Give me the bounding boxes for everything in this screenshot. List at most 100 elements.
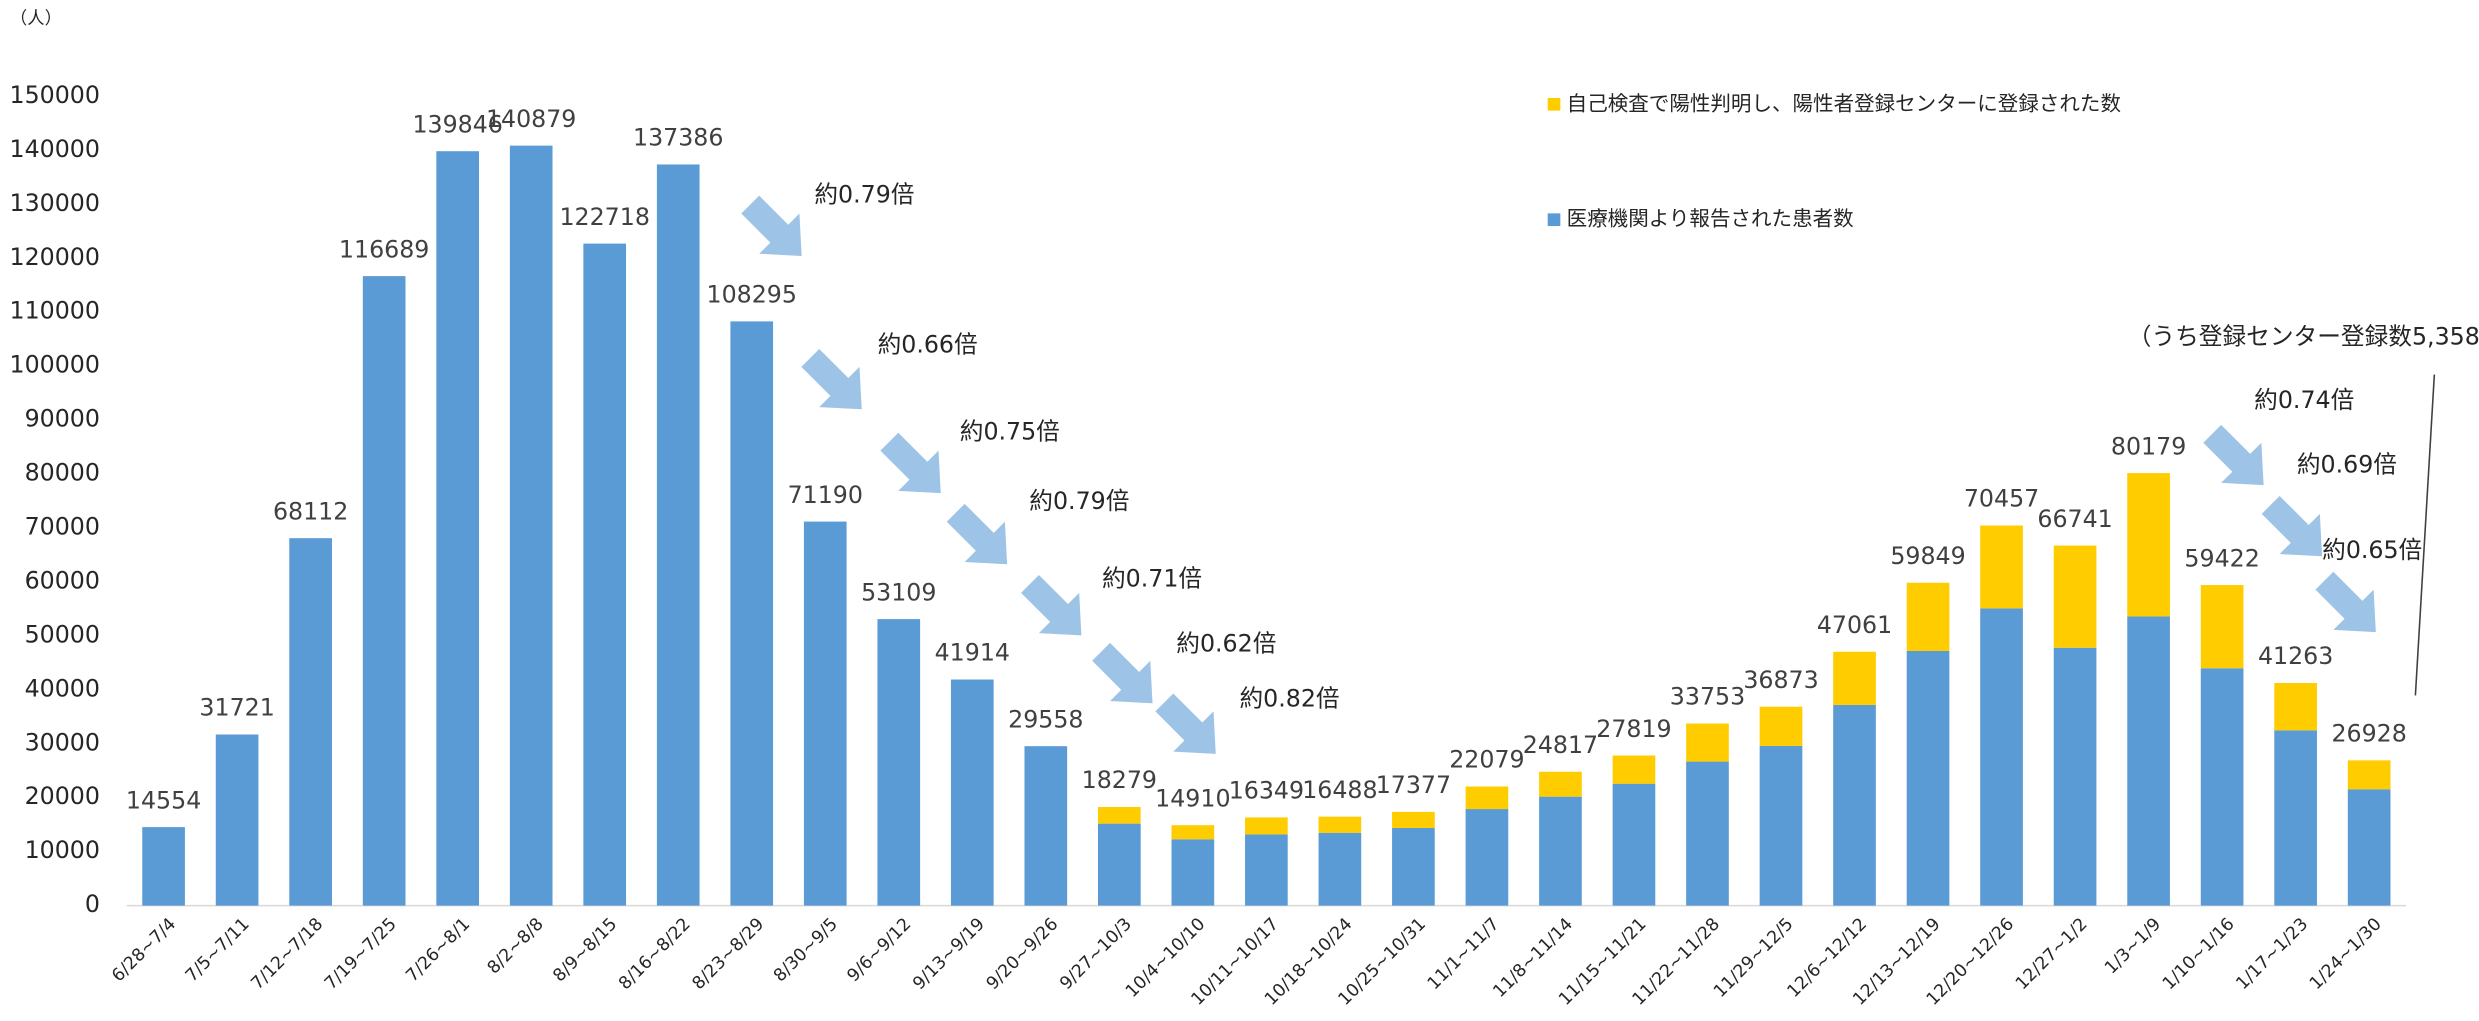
total-label: 71190 [788,481,863,509]
x-tick-label: 1/17~1/23 [2233,914,2313,994]
total-label: 139846 [412,110,502,138]
bar-segment [1906,650,1950,906]
y-tick-label: 120000 [10,243,100,271]
bar-segment [1980,608,2023,906]
y-tick-label: 50000 [25,620,100,648]
total-label: 14554 [126,786,201,814]
arrow [1021,574,1082,636]
bar-segment [877,619,921,906]
bar-segment [1024,746,1068,906]
bar-segment [142,827,185,906]
bar-segment [1612,755,1656,784]
bar-segment [1245,834,1288,906]
bar-segment [2127,473,2170,617]
bar-segment [1833,651,1876,705]
annotation: 約0.62倍 [1176,629,1276,657]
total-label: 137386 [633,124,723,152]
total-label: 14910 [1155,784,1230,812]
total-label: 16488 [1302,776,1377,804]
total-label: 66741 [2037,505,2112,533]
bar-segment [1392,811,1435,828]
bar-segment [2200,585,2244,669]
x-tick-label: 7/19~7/25 [321,914,401,994]
total-label: 16349 [1229,777,1304,805]
y-tick-label: 30000 [25,728,100,756]
bar-segment [1906,582,1950,651]
note-line [2414,374,2436,696]
y-unit: （人） [10,9,62,29]
bar-segment [1171,839,1215,906]
legend-swatch [1547,97,1561,111]
bar-segment [1097,807,1141,824]
x-tick-label: 9/6~9/12 [844,914,916,986]
y-tick-label: 20000 [25,782,100,810]
total-label: 24817 [1523,731,1598,759]
total-label: 36873 [1743,666,1818,694]
x-tick-label: 8/30~9/5 [770,914,842,986]
annotation: 約0.66倍 [878,331,978,359]
bar-segment [2347,789,2391,906]
bar-segment [583,243,627,906]
bar-segment [950,679,994,906]
x-tick-label: 8/16~8/22 [615,914,695,994]
total-label: 108295 [707,281,797,309]
total-label: 22079 [1449,746,1524,774]
bar-segment [2347,760,2391,790]
total-label: 31721 [199,694,274,722]
legend-label: 自己検査で陽性判明し、陽性者登録センターに登録された数 [1567,91,2121,115]
x-tick-label: 7/12~7/18 [248,914,328,994]
x-tick-label: 1/10~1/16 [2159,914,2239,994]
arrow [2261,495,2323,557]
bar-segment [1980,525,2023,609]
annotation: 約0.79倍 [814,180,914,208]
x-tick-label: 12/27~1/2 [2012,914,2092,994]
total-label: 59422 [2184,544,2259,572]
bar-segment [656,164,700,906]
bar-segment [2274,683,2317,731]
bar-segment [1539,796,1582,906]
annotation: 約0.75倍 [960,418,1060,446]
x-tick-label: 11/1~11/7 [1424,914,1504,994]
bar-segment [1833,704,1876,906]
total-label: 70457 [1964,485,2039,513]
total-label: 18279 [1082,766,1157,794]
legend-label: 医療機関より報告された患者数 [1567,207,1854,231]
total-label: 27819 [1596,715,1671,743]
bar-segment [2053,647,2097,906]
bar-segment [1686,723,1729,762]
bar-segment [1171,825,1215,840]
total-label: 122718 [559,203,649,231]
total-label: 80179 [2111,432,2186,460]
annotation: 約0.69倍 [2297,451,2397,479]
arrow [741,195,802,256]
bar-segment [1759,706,1803,746]
x-tick-label: 9/13~9/19 [909,914,989,994]
total-label: 17377 [1376,771,1451,799]
annotation: 約0.79倍 [1029,487,1129,515]
bar-segment [2200,668,2244,906]
y-tick-label: 140000 [10,135,100,163]
bar-segment [803,521,847,906]
total-label: 47061 [1817,611,1892,639]
y-tick-label: 100000 [10,351,100,379]
x-tick-label: 6/28~7/4 [108,914,180,986]
total-label: 53109 [861,578,936,606]
annotation: 約0.82倍 [1240,685,1340,713]
y-tick-label: 60000 [25,566,100,594]
x-tick-label: 9/20~9/26 [983,914,1063,994]
legend-swatch [1547,213,1561,227]
bar-segment [1612,783,1656,906]
bar-segment [1539,771,1582,797]
bar-segment [1245,817,1288,835]
y-tick-label: 40000 [25,674,100,702]
note: （うち登録センター登録数5,358人） [2128,323,2479,351]
total-label: 33753 [1670,683,1745,711]
bar-segment [362,276,406,906]
x-tick-label: 8/9~8/15 [549,914,621,986]
arrow [880,432,941,494]
bar-segment [436,151,480,906]
annotation: 約0.74倍 [2254,386,2354,414]
x-tick-label: 7/5~7/11 [182,914,254,986]
arrow [1092,642,1153,704]
